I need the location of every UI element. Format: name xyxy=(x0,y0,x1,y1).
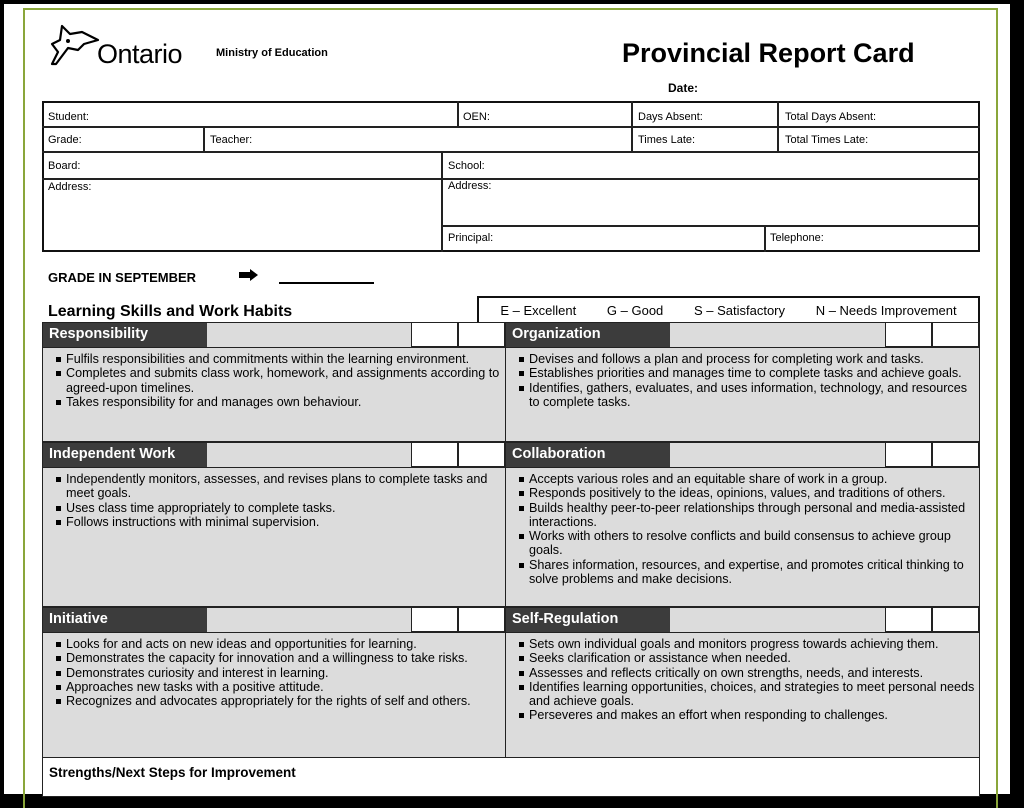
skill-criterion: Approaches new tasks with a positive att… xyxy=(53,680,501,694)
skill-criterion: Completes and submits class work, homewo… xyxy=(53,366,501,395)
oen-field[interactable]: OEN: xyxy=(463,111,490,123)
legend-satisfactory: S – Satisfactory xyxy=(693,303,786,318)
student-info-table xyxy=(42,101,980,252)
grade-in-september-label: GRADE IN SEPTEMBER xyxy=(48,270,197,285)
skill-criterion: Accepts various roles and an equitable s… xyxy=(516,472,975,486)
page-title: Provincial Report Card xyxy=(622,38,915,68)
rating-box-term-2[interactable] xyxy=(458,608,505,632)
rating-box-term-2[interactable] xyxy=(932,323,979,347)
arrow-right-icon xyxy=(239,269,258,281)
learning-skills-title: Learning Skills and Work Habits xyxy=(48,303,293,320)
skill-criterion: Demonstrates curiosity and interest in l… xyxy=(53,666,501,680)
legend-needs-improvement: N – Needs Improvement xyxy=(815,303,957,318)
legend-good: G – Good xyxy=(606,303,664,318)
skill-title: Organization xyxy=(506,323,670,347)
skill-self-regulation: Self-Regulation Sets own individual goals… xyxy=(505,607,980,758)
skill-initiative: Initiative Looks for and acts on new idea… xyxy=(42,607,506,758)
rating-box-term-1[interactable] xyxy=(885,608,932,632)
skill-criterion: Looks for and acts on new ideas and oppo… xyxy=(53,637,501,651)
skill-title: Initiative xyxy=(43,608,207,632)
total-days-absent-field[interactable]: Total Days Absent: xyxy=(785,111,877,123)
skill-criterion: Recognizes and advocates appropriately f… xyxy=(53,694,501,708)
board-address-field[interactable]: Address: xyxy=(48,181,92,193)
rating-box-term-2[interactable] xyxy=(458,443,505,467)
skill-responsibility: Responsibility Fulfils responsibilities a… xyxy=(42,322,506,442)
strengths-title: Strengths/Next Steps for Improvement xyxy=(49,765,296,780)
skill-criterion: Shares information, resources, and exper… xyxy=(516,558,975,587)
skill-criterion: Sets own individual goals and monitors p… xyxy=(516,637,975,651)
skill-title: Collaboration xyxy=(506,443,670,467)
skill-criterion: Works with others to resolve conflicts a… xyxy=(516,529,975,558)
skill-criterion: Identifies learning opportunities, choic… xyxy=(516,680,975,709)
grade-field[interactable]: Grade: xyxy=(48,134,82,146)
skill-criterion: Uses class time appropriately to complet… xyxy=(53,501,501,515)
rating-box-term-2[interactable] xyxy=(458,323,505,347)
skill-criterion: Independently monitors, assesses, and re… xyxy=(53,472,501,501)
skill-criterion: Takes responsibility for and manages own… xyxy=(53,395,501,409)
skill-criterion: Devises and follows a plan and process f… xyxy=(516,352,975,366)
total-times-late-field[interactable]: Total Times Late: xyxy=(785,134,869,146)
skill-criterion: Responds positively to the ideas, opinio… xyxy=(516,486,975,500)
skill-criterion: Establishes priorities and manages time … xyxy=(516,366,975,380)
ministry-label: Ministry of Education xyxy=(216,47,328,59)
legend-excellent: E – Excellent xyxy=(500,303,577,318)
skill-title: Self-Regulation xyxy=(506,608,670,632)
rating-box-term-1[interactable] xyxy=(885,323,932,347)
student-field[interactable]: Student: xyxy=(48,111,89,123)
skill-title: Responsibility xyxy=(43,323,207,347)
skill-criterion: Demonstrates the capacity for innovation… xyxy=(53,651,501,665)
skill-criterion: Builds healthy peer-to-peer relationship… xyxy=(516,501,975,530)
board-field[interactable]: Board: xyxy=(48,160,81,172)
skill-criterion: Perseveres and makes an effort when resp… xyxy=(516,708,975,722)
skill-criterion: Identifies, gathers, evaluates, and uses… xyxy=(516,381,975,410)
skill-collaboration: Collaboration Accepts various roles and a… xyxy=(505,442,980,607)
grade-in-september-input[interactable] xyxy=(279,282,374,284)
page-border xyxy=(23,8,998,808)
rating-box-term-2[interactable] xyxy=(932,608,979,632)
rating-box-term-1[interactable] xyxy=(411,443,458,467)
skill-title: Independent Work xyxy=(43,443,207,467)
skill-organization: Organization Devises and follows a plan a… xyxy=(505,322,980,442)
rating-box-term-2[interactable] xyxy=(932,443,979,467)
rating-box-term-1[interactable] xyxy=(885,443,932,467)
rating-legend: E – Excellent G – Good S – Satisfactory … xyxy=(477,296,980,323)
date-label: Date: xyxy=(668,81,699,95)
strengths-next-steps-section[interactable]: Strengths/Next Steps for Improvement xyxy=(42,757,980,797)
school-field[interactable]: School: xyxy=(448,160,485,172)
school-address-field[interactable]: Address: xyxy=(448,180,492,192)
skill-independent-work: Independent Work Independently monitors, … xyxy=(42,442,506,607)
teacher-field[interactable]: Teacher: xyxy=(210,134,253,146)
skill-criterion: Assesses and reflects critically on own … xyxy=(516,666,975,680)
principal-field[interactable]: Principal: xyxy=(448,232,494,244)
times-late-field[interactable]: Times Late: xyxy=(638,134,696,146)
skill-criterion: Seeks clarification or assistance when n… xyxy=(516,651,975,665)
rating-box-term-1[interactable] xyxy=(411,323,458,347)
ontario-logo-text: Ontario xyxy=(97,39,183,69)
trillium-logo-icon xyxy=(50,24,100,66)
rating-box-term-1[interactable] xyxy=(411,608,458,632)
skill-criterion: Fulfils responsibilities and commitments… xyxy=(53,352,501,366)
days-absent-field[interactable]: Days Absent: xyxy=(638,111,703,123)
skill-criterion: Follows instructions with minimal superv… xyxy=(53,515,501,529)
telephone-field[interactable]: Telephone: xyxy=(770,232,824,244)
